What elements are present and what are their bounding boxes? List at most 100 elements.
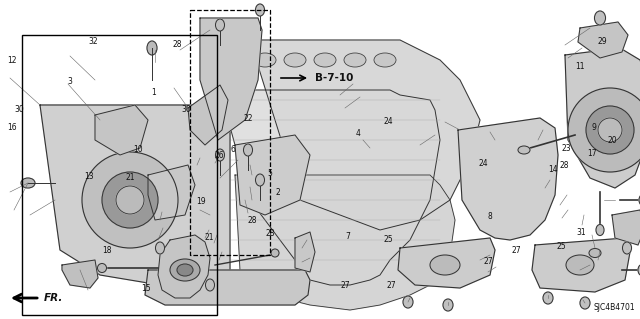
Circle shape <box>82 152 178 248</box>
Polygon shape <box>145 270 310 305</box>
Text: 20: 20 <box>608 136 618 145</box>
Ellipse shape <box>443 299 453 311</box>
Ellipse shape <box>147 41 157 55</box>
Text: 31: 31 <box>576 228 586 237</box>
Circle shape <box>586 106 634 154</box>
Ellipse shape <box>254 53 276 67</box>
Ellipse shape <box>595 11 605 25</box>
Text: 27: 27 <box>387 281 397 290</box>
Text: 5: 5 <box>268 169 273 178</box>
Ellipse shape <box>403 296 413 308</box>
Polygon shape <box>188 85 228 145</box>
Text: 8: 8 <box>488 212 492 221</box>
Text: 16: 16 <box>8 123 17 132</box>
Text: 14: 14 <box>548 165 558 174</box>
Ellipse shape <box>255 174 264 186</box>
Polygon shape <box>148 165 195 220</box>
Ellipse shape <box>566 255 594 275</box>
Text: 3: 3 <box>67 77 72 86</box>
Polygon shape <box>398 238 495 288</box>
Circle shape <box>116 186 144 214</box>
Ellipse shape <box>156 242 164 254</box>
Ellipse shape <box>580 297 590 309</box>
Ellipse shape <box>543 292 553 304</box>
Ellipse shape <box>271 249 279 257</box>
Ellipse shape <box>97 263 106 272</box>
Polygon shape <box>235 135 310 215</box>
Ellipse shape <box>430 255 460 275</box>
Text: 22: 22 <box>243 114 253 123</box>
Polygon shape <box>40 105 230 290</box>
Text: 18: 18 <box>102 246 112 255</box>
Text: 28: 28 <box>173 40 182 49</box>
Text: FR.: FR. <box>44 293 63 303</box>
Text: 27: 27 <box>484 257 493 266</box>
Text: 28: 28 <box>266 229 275 238</box>
Text: 2: 2 <box>275 189 280 197</box>
Text: 21: 21 <box>205 233 214 242</box>
Circle shape <box>568 88 640 172</box>
Text: 26: 26 <box>214 151 224 160</box>
Text: 7: 7 <box>346 232 351 241</box>
Polygon shape <box>295 232 315 272</box>
Polygon shape <box>458 118 558 240</box>
Ellipse shape <box>216 149 225 161</box>
Polygon shape <box>578 22 628 58</box>
Ellipse shape <box>284 53 306 67</box>
Bar <box>190 10 270 255</box>
Text: 25: 25 <box>384 235 394 244</box>
Ellipse shape <box>639 195 640 205</box>
Text: 30: 30 <box>181 105 191 114</box>
Text: 6: 6 <box>230 145 236 154</box>
Text: 17: 17 <box>588 149 597 158</box>
Text: 10: 10 <box>133 145 143 154</box>
Circle shape <box>598 118 622 142</box>
Text: SJC4B4701: SJC4B4701 <box>593 303 635 312</box>
Text: 9: 9 <box>592 123 597 132</box>
Text: 21: 21 <box>125 173 135 182</box>
Polygon shape <box>612 210 640 245</box>
Ellipse shape <box>255 4 264 16</box>
Polygon shape <box>235 175 455 310</box>
Text: 1: 1 <box>151 88 156 97</box>
Polygon shape <box>250 40 480 230</box>
Polygon shape <box>220 90 440 285</box>
Text: 32: 32 <box>88 37 98 46</box>
Polygon shape <box>95 105 148 155</box>
Text: 30: 30 <box>14 105 24 114</box>
Polygon shape <box>158 235 210 298</box>
Text: 11: 11 <box>575 63 584 71</box>
Ellipse shape <box>21 178 35 188</box>
Text: 27: 27 <box>512 246 522 255</box>
Ellipse shape <box>344 53 366 67</box>
Polygon shape <box>200 18 262 140</box>
Ellipse shape <box>374 53 396 67</box>
Text: 4: 4 <box>355 130 360 138</box>
Ellipse shape <box>205 279 214 291</box>
Text: 19: 19 <box>196 197 205 206</box>
Ellipse shape <box>518 146 530 154</box>
Text: 28: 28 <box>560 161 570 170</box>
Text: 28: 28 <box>247 216 257 225</box>
Ellipse shape <box>177 264 193 276</box>
Text: 24: 24 <box>384 117 394 126</box>
Ellipse shape <box>314 53 336 67</box>
Polygon shape <box>532 238 630 292</box>
Text: 24: 24 <box>479 159 488 168</box>
Ellipse shape <box>589 249 601 257</box>
Text: 15: 15 <box>141 284 151 293</box>
Text: 12: 12 <box>8 56 17 65</box>
Ellipse shape <box>596 225 604 235</box>
Ellipse shape <box>243 144 253 156</box>
Text: 29: 29 <box>597 37 607 46</box>
Ellipse shape <box>216 19 225 31</box>
Text: 27: 27 <box>340 281 351 290</box>
Circle shape <box>102 172 158 228</box>
Ellipse shape <box>170 259 200 281</box>
Text: B-7-10: B-7-10 <box>315 73 353 83</box>
Polygon shape <box>62 260 98 288</box>
Polygon shape <box>565 48 640 188</box>
Text: 23: 23 <box>562 144 572 153</box>
Bar <box>22 35 217 315</box>
Ellipse shape <box>623 242 632 254</box>
